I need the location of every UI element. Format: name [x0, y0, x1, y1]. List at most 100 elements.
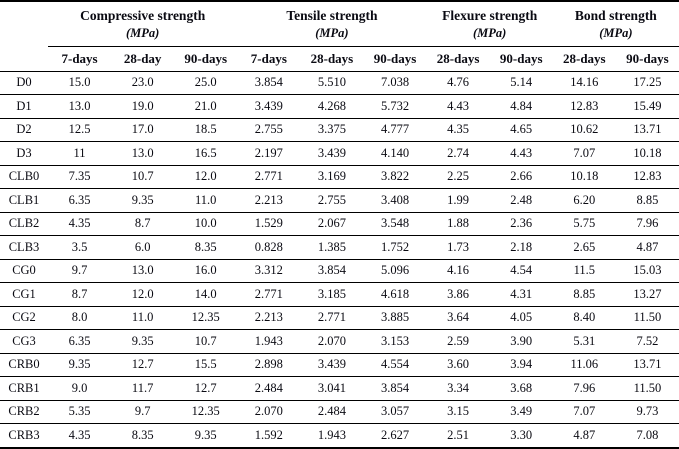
group-header-label: Flexure strength	[442, 8, 538, 24]
group-header-1: Tensile strength (MPa)	[237, 1, 427, 47]
data-cell: 2.36	[489, 212, 553, 237]
data-cell: 2.755	[237, 118, 301, 143]
data-cell: 11.06	[552, 353, 616, 378]
data-cell: 12.83	[615, 165, 679, 190]
data-cell: 2.48	[489, 188, 553, 213]
data-cell: 8.35	[174, 235, 238, 260]
data-cell: 3.375	[300, 118, 364, 143]
data-cell: 2.197	[237, 141, 301, 166]
group-header-3: Bond strength (MPa)	[552, 1, 679, 47]
data-cell: 3.153	[363, 329, 427, 354]
table-row: D1 13.0 19.0 21.0 3.439 4.268 5.732 4.43 4.84 12.…	[0, 94, 679, 119]
data-cell: 1.99	[426, 188, 490, 213]
data-cell: 14.16	[552, 71, 616, 96]
row-label: CLB3	[0, 235, 48, 260]
data-cell: 5.75	[552, 212, 616, 237]
data-cell: 4.554	[363, 353, 427, 378]
data-cell: 12.7	[174, 376, 238, 401]
group-header-unit: (MPa)	[599, 26, 633, 41]
data-cell: 12.5	[48, 118, 112, 143]
data-cell: 7.07	[552, 141, 616, 166]
corner-cell-top	[0, 1, 48, 46]
data-cell: 10.7	[174, 329, 238, 354]
group-header-label: Compressive strength	[80, 8, 206, 24]
data-cell: 1.752	[363, 235, 427, 260]
data-cell: 11.0	[174, 188, 238, 213]
group-header-unit: (MPa)	[315, 26, 349, 41]
data-cell: 2.65	[552, 235, 616, 260]
table-row: CRB0 9.35 12.7 15.5 2.898 3.439 4.554 3.60 3.94 1…	[0, 353, 679, 378]
data-cell: 7.35	[48, 165, 112, 190]
data-cell: 5.510	[300, 71, 364, 96]
group-header-0: Compressive strength (MPa)	[48, 1, 238, 47]
data-cell: 3.30	[489, 423, 553, 449]
row-label: CG0	[0, 259, 48, 284]
row-label: CRB3	[0, 423, 48, 449]
row-label: CRB2	[0, 400, 48, 425]
data-cell: 9.35	[111, 329, 175, 354]
table-row: CLB1 6.35 9.35 11.0 2.213 2.755 3.408 1.99 2.48 6…	[0, 188, 679, 213]
table-row: CRB1 9.0 11.7 12.7 2.484 3.041 3.854 3.34 3.68 7.…	[0, 376, 679, 401]
data-cell: 4.16	[426, 259, 490, 284]
data-cell: 4.76	[426, 71, 490, 96]
data-cell: 8.0	[48, 306, 112, 331]
sub-header-cell: 7-days	[237, 46, 301, 72]
sub-header-cell: 28-day	[111, 46, 175, 72]
row-label: D3	[0, 141, 48, 166]
data-cell: 3.854	[300, 259, 364, 284]
data-cell: 3.49	[489, 400, 553, 425]
data-cell: 2.213	[237, 306, 301, 331]
data-cell: 2.51	[426, 423, 490, 449]
data-cell: 5.096	[363, 259, 427, 284]
table-row: D0 15.0 23.0 25.0 3.854 5.510 7.038 4.76 5.14 14.…	[0, 71, 679, 96]
data-cell: 15.0	[48, 71, 112, 96]
data-cell: 7.96	[615, 212, 679, 237]
data-cell: 4.618	[363, 282, 427, 307]
data-cell: 3.439	[300, 141, 364, 166]
sub-header-row: 7-days 28-day 90-days 7-days 28-days 90-days 2…	[0, 46, 679, 72]
data-cell: 21.0	[174, 94, 238, 119]
data-cell: 3.5	[48, 235, 112, 260]
group-header-label: Bond strength	[574, 8, 657, 24]
data-cell: 11.5	[552, 259, 616, 284]
row-label: D1	[0, 94, 48, 119]
group-header-unit: (MPa)	[472, 26, 507, 41]
data-cell: 2.771	[237, 282, 301, 307]
data-cell: 4.05	[489, 306, 553, 331]
table-row: CRB3 4.35 8.35 9.35 1.592 1.943 2.627 2.51 3.30 4…	[0, 423, 679, 449]
group-header-unit: (MPa)	[125, 26, 160, 41]
data-cell: 11	[48, 141, 112, 166]
data-cell: 4.43	[426, 94, 490, 119]
table-row: CLB3 3.5 6.0 8.35 0.828 1.385 1.752 1.73 2.18 2.6…	[0, 235, 679, 260]
data-cell: 4.777	[363, 118, 427, 143]
data-cell: 7.038	[363, 71, 427, 96]
data-cell: 4.31	[489, 282, 553, 307]
data-cell: 3.057	[363, 400, 427, 425]
data-cell: 10.0	[174, 212, 238, 237]
row-label: CRB1	[0, 376, 48, 401]
data-cell: 4.140	[363, 141, 427, 166]
sub-header-cell: 90-days	[174, 46, 238, 72]
data-cell: 2.59	[426, 329, 490, 354]
data-cell: 3.312	[237, 259, 301, 284]
data-cell: 2.66	[489, 165, 553, 190]
data-cell: 9.35	[111, 188, 175, 213]
data-cell: 2.18	[489, 235, 553, 260]
data-cell: 10.18	[615, 141, 679, 166]
data-cell: 3.185	[300, 282, 364, 307]
data-cell: 8.85	[552, 282, 616, 307]
data-cell: 17.25	[615, 71, 679, 96]
data-cell: 7.07	[552, 400, 616, 425]
sub-header-cell: 90-days	[615, 46, 679, 72]
table-row: D2 12.5 17.0 18.5 2.755 3.375 4.777 4.35 4.65 10.…	[0, 118, 679, 143]
data-cell: 13.27	[615, 282, 679, 307]
data-cell: 12.83	[552, 94, 616, 119]
data-cell: 2.484	[300, 400, 364, 425]
data-cell: 13.0	[111, 259, 175, 284]
data-cell: 1.943	[300, 423, 364, 449]
data-cell: 12.35	[174, 306, 238, 331]
data-cell: 4.268	[300, 94, 364, 119]
data-cell: 12.7	[111, 353, 175, 378]
data-cell: 3.90	[489, 329, 553, 354]
